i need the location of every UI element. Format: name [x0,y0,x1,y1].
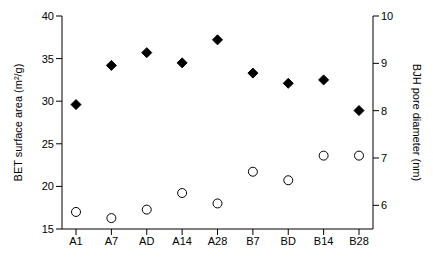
svg-text:BD: BD [281,235,296,247]
svg-text:8: 8 [381,105,387,117]
svg-text:B28: B28 [349,235,369,247]
svg-text:40: 40 [42,10,54,22]
svg-text:B7: B7 [246,235,259,247]
svg-text:30: 30 [42,95,54,107]
svg-text:AD: AD [139,235,154,247]
svg-text:BET surface area (m²/g): BET surface area (m²/g) [12,64,24,182]
svg-text:25: 25 [42,138,54,150]
svg-text:BJH pore diameter (nm): BJH pore diameter (nm) [411,64,423,181]
svg-text:A14: A14 [172,235,192,247]
svg-text:15: 15 [42,223,54,235]
svg-text:A7: A7 [105,235,118,247]
svg-text:A28: A28 [208,235,228,247]
svg-text:7: 7 [381,152,387,164]
svg-text:6: 6 [381,199,387,211]
svg-text:20: 20 [42,180,54,192]
svg-text:B14: B14 [314,235,334,247]
svg-text:9: 9 [381,57,387,69]
svg-text:35: 35 [42,53,54,65]
svg-text:A1: A1 [69,235,82,247]
svg-text:10: 10 [381,10,393,22]
